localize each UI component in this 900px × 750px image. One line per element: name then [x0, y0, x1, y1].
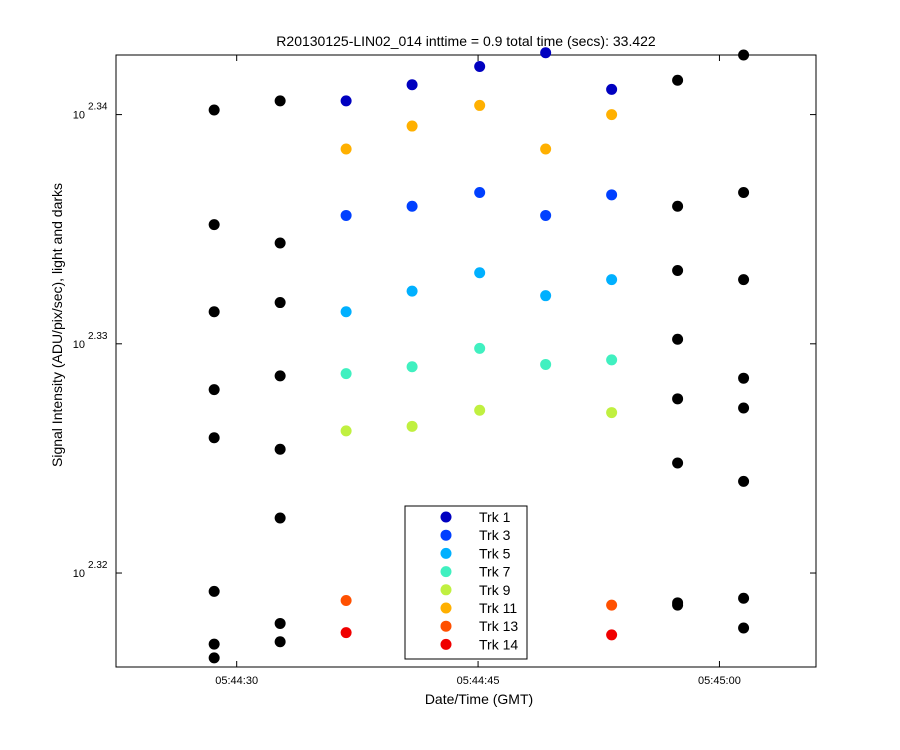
trk-point-3: [540, 290, 552, 302]
dark-point: [738, 49, 750, 61]
legend-label: Trk 14: [479, 636, 518, 652]
dark-point: [274, 443, 286, 455]
legend-marker: [440, 602, 452, 614]
legend-label: Trk 3: [479, 527, 511, 543]
dark-point: [672, 200, 684, 212]
dark-point: [672, 457, 684, 469]
dark-point: [672, 74, 684, 86]
legend-marker: [440, 620, 452, 632]
dark-point: [208, 652, 220, 664]
y-tick-label-exponent: 2.32: [88, 560, 108, 571]
legend-marker: [440, 638, 452, 650]
legend-marker: [440, 529, 452, 541]
trk-point-2: [540, 209, 552, 221]
dark-point: [738, 274, 750, 286]
trk-point-2: [340, 209, 352, 221]
dark-point: [208, 384, 220, 396]
trk-point-4: [606, 354, 618, 366]
y-tick-label-base: 10: [73, 339, 85, 351]
trk-point-5: [406, 420, 418, 432]
x-axis-label: Date/Time (GMT): [425, 691, 533, 707]
legend-label: Trk 11: [479, 600, 517, 616]
trk-point-2: [474, 187, 486, 199]
trk-point-6: [474, 99, 486, 111]
trk-point-6: [406, 120, 418, 132]
legend-marker: [440, 511, 452, 523]
trk-point-3: [474, 267, 486, 279]
legend-box: [404, 505, 528, 660]
legend-label: Trk 13: [479, 618, 518, 634]
trk-point-3: [606, 274, 618, 286]
legend-marker: [440, 584, 452, 596]
dark-point: [274, 297, 286, 309]
dark-point: [672, 264, 684, 276]
trk-point-3: [340, 306, 352, 318]
x-tick-label: 05:44:30: [215, 675, 258, 687]
trk-point-4: [540, 358, 552, 370]
dark-point: [738, 475, 750, 487]
dark-point: [274, 237, 286, 249]
trk-point-7: [340, 595, 352, 607]
trk-point-7: [606, 599, 618, 611]
dark-point: [274, 512, 286, 524]
trk-point-4: [340, 368, 352, 380]
dark-point: [738, 187, 750, 199]
y-tick-label-base: 10: [73, 110, 85, 122]
dark-point: [672, 333, 684, 345]
trk-point-8: [340, 627, 352, 639]
dark-point: [208, 638, 220, 650]
legend-label: Trk 5: [479, 545, 511, 561]
dark-point: [208, 306, 220, 318]
dark-point: [208, 104, 220, 116]
trk-point-4: [474, 342, 486, 354]
trk-point-1: [406, 79, 418, 91]
trk-point-8: [606, 629, 618, 641]
data-points: [208, 47, 750, 664]
dark-point: [274, 95, 286, 107]
dark-point: [672, 393, 684, 405]
dark-point: [672, 599, 684, 611]
y-tick-label-exponent: 2.33: [88, 331, 108, 342]
dark-point: [738, 622, 750, 634]
y-axis-label: Signal Intensity (ADU/pix/sec), light an…: [49, 183, 65, 467]
trk-point-3: [406, 285, 418, 297]
dark-point: [274, 636, 286, 648]
dark-point: [738, 372, 750, 384]
dark-point: [274, 370, 286, 382]
dark-point: [208, 219, 220, 231]
legend-label: Trk 7: [479, 564, 511, 580]
x-tick-label: 05:44:45: [457, 675, 500, 687]
dark-point: [738, 592, 750, 604]
trk-point-1: [474, 60, 486, 72]
legend-label: Trk 9: [479, 582, 511, 598]
legend-label: Trk 1: [479, 509, 511, 525]
y-tick-label-base: 10: [73, 568, 85, 580]
dark-point: [208, 585, 220, 597]
trk-point-4: [406, 361, 418, 373]
y-tick-label-exponent: 2.34: [88, 102, 108, 113]
x-tick-label: 05:45:00: [698, 675, 741, 687]
axis-ticks: 05:44:30 05:44:45 05:45:00102.32102.33102.…: [73, 55, 816, 687]
trk-point-6: [606, 109, 618, 121]
dark-point: [738, 402, 750, 414]
trk-point-1: [340, 95, 352, 107]
legend-marker: [440, 566, 452, 578]
trk-point-2: [606, 189, 618, 201]
trk-point-5: [606, 407, 618, 419]
trk-point-1: [540, 47, 552, 59]
dark-point: [208, 432, 220, 444]
trk-point-6: [340, 143, 352, 155]
dark-point: [274, 617, 286, 629]
chart-title: R20130125-LIN02_014 inttime = 0.9 total …: [276, 33, 656, 49]
trk-point-6: [540, 143, 552, 155]
trk-point-2: [406, 200, 418, 212]
legend: Trk 1 Trk 3 Trk 5 Trk 7 Trk 9 Trk 11 Trk 13 Trk…: [404, 505, 528, 660]
legend-marker: [440, 547, 452, 559]
trk-point-5: [474, 404, 486, 416]
trk-point-1: [606, 83, 618, 95]
trk-point-5: [340, 425, 352, 437]
